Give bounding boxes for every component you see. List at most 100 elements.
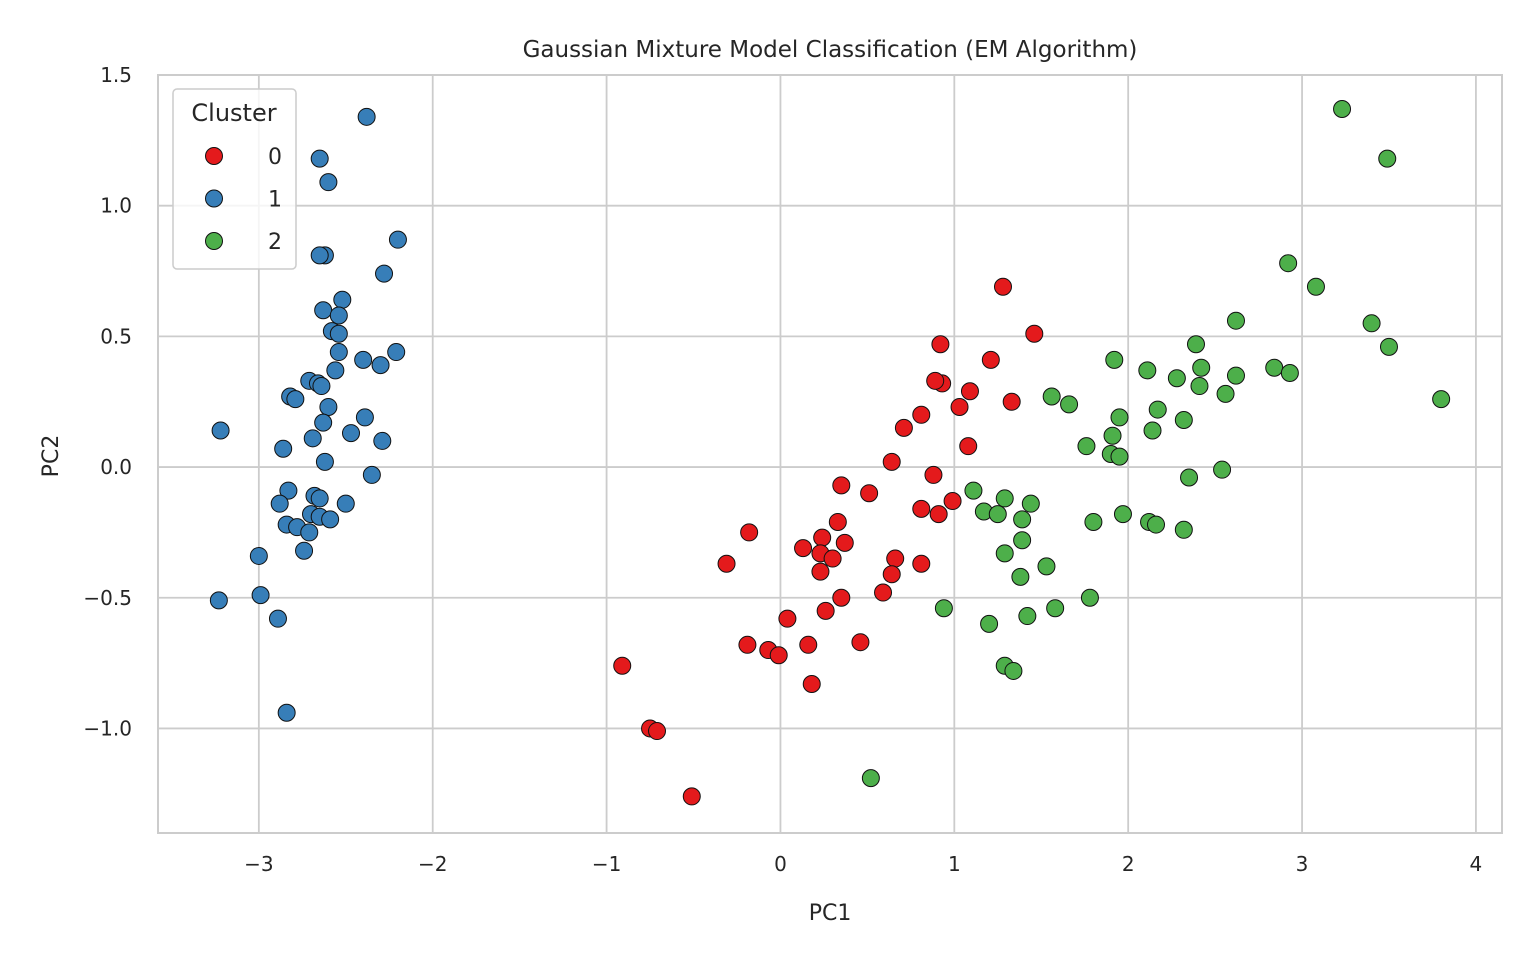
data-point [1113,505,1132,524]
data-point [270,494,289,513]
data-point [738,635,757,654]
x-axis-title: PC1 [809,901,852,926]
data-point [321,510,340,529]
data-point [717,554,736,573]
data-point [319,397,338,416]
tick-labels: −3 −2 −1 0 1 2 3 4 −1.0 −0.5 0.0 0.5 1.0 1.5 [83,63,1482,876]
data-point [209,591,228,610]
data-point [769,646,788,665]
legend-label: 1 [268,188,282,213]
data-point [295,541,314,560]
data-point [303,429,322,448]
data-point [1190,377,1209,396]
data-point [778,609,797,628]
data-point [835,533,854,552]
data-point [1174,411,1193,430]
data-point [802,675,821,694]
data-point [1333,99,1352,118]
x-tick-label: 3 [1296,852,1309,876]
data-point [329,324,348,343]
legend-entries: 0 1 2 [205,145,282,255]
data-point [828,512,847,531]
data-point [1110,408,1129,427]
data-point [1147,515,1166,534]
legend: Cluster 0 1 2 [172,88,297,270]
data-point [988,505,1007,524]
data-point [993,277,1012,296]
data-point [886,549,905,568]
x-tick-label: 0 [774,852,787,876]
x-tick-label: −3 [244,852,273,876]
data-point [926,371,945,390]
data-point [943,492,962,511]
data-point [960,382,979,401]
y-tick-label: 1.0 [100,194,132,218]
y-tick-label: 0.5 [100,324,132,348]
data-point [373,431,392,450]
y-tick-label: −0.5 [83,586,132,610]
data-point [1143,421,1162,440]
series-cluster-0 [613,277,1044,806]
data-point [1013,510,1032,529]
data-point [371,356,390,375]
data-point [1103,426,1122,445]
data-point [1080,588,1099,607]
data-point [251,586,270,605]
data-point [934,599,953,618]
data-point [1167,369,1186,388]
data-point [326,361,345,380]
data-point [813,528,832,547]
data-point [314,413,333,432]
data-point [314,301,333,320]
data-point [1077,437,1096,456]
data-point [1046,599,1065,618]
data-point [816,601,835,620]
data-point [894,418,913,437]
data-point [1018,607,1037,626]
data-point [1011,567,1030,586]
data-point [286,390,305,409]
series-cluster-2 [861,99,1451,788]
data-point [794,539,813,558]
data-point [1216,384,1235,403]
data-point [329,343,348,362]
data-point [1037,557,1056,576]
data-point [1110,447,1129,466]
data-point [310,246,329,265]
data-point [980,614,999,633]
data-point [329,306,348,325]
data-point [1226,311,1245,330]
y-tick-label: 0.0 [100,455,132,479]
data-point [362,465,381,484]
x-tick-label: −1 [592,852,621,876]
data-point [1025,324,1044,343]
legend-label: 2 [268,230,282,255]
series-cluster-1 [209,107,407,722]
data-point [1265,358,1284,377]
data-point [995,544,1014,563]
data-point [1362,314,1381,333]
data-point [1148,400,1167,419]
data-point [648,722,667,741]
y-tick-label: −1.0 [83,716,132,740]
data-point [912,499,931,518]
data-point [315,452,334,471]
data-point [832,476,851,495]
data-point [1306,277,1325,296]
data-point [268,609,287,628]
data-point [310,149,329,168]
data-point [931,335,950,354]
data-point [995,489,1014,508]
data-point [300,523,319,542]
legend-marker [205,147,223,165]
legend-label: 0 [268,145,282,170]
x-tick-label: 2 [1122,852,1135,876]
data-point [924,465,943,484]
data-point [950,397,969,416]
data-point [882,565,901,584]
data-point [811,562,830,581]
x-tick-label: 4 [1470,852,1483,876]
data-point [1280,363,1299,382]
data-point [912,405,931,424]
chart-title: Gaussian Mixture Model Classification (E… [523,37,1138,63]
